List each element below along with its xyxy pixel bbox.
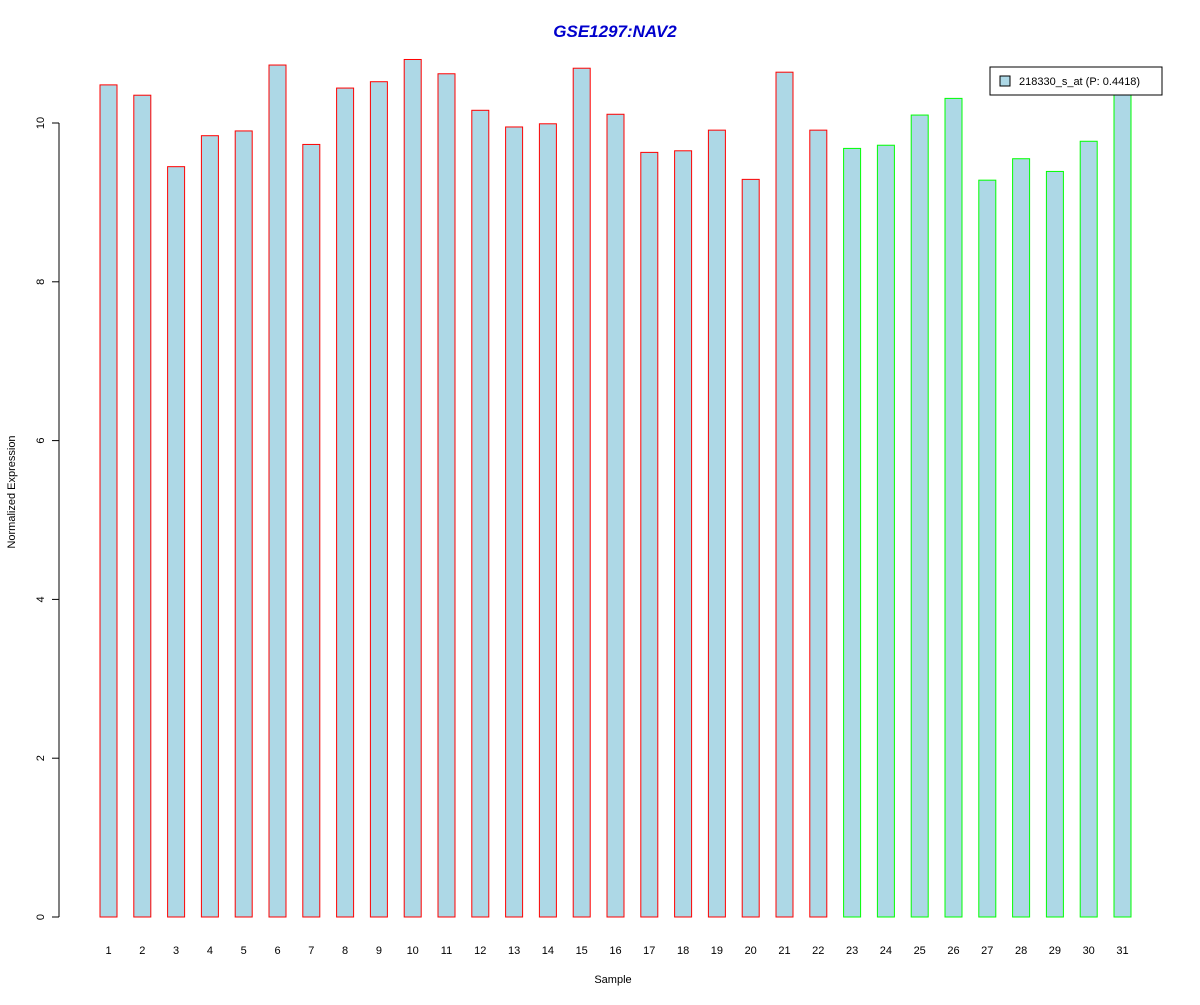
x-tick-label: 13 [508, 945, 520, 957]
x-tick-label: 2 [139, 945, 145, 957]
x-tick-label: 10 [407, 945, 419, 957]
bar-sample-26 [944, 97, 963, 918]
x-tick-label: 24 [880, 945, 892, 957]
x-tick-label: 27 [981, 945, 993, 957]
bar-sample-5 [234, 130, 253, 918]
bar-sample-7 [302, 143, 321, 918]
x-tick-label: 16 [609, 945, 621, 957]
bar-sample-6 [268, 64, 287, 918]
x-tick-label: 12 [474, 945, 486, 957]
x-tick-label: 26 [947, 945, 959, 957]
x-tick-label: 20 [745, 945, 757, 957]
legend-label: 218330_s_at (P: 0.4418) [1019, 76, 1140, 88]
bar-sample-27 [978, 179, 997, 918]
bar-sample-9 [369, 81, 388, 918]
x-tick-label: 23 [846, 945, 858, 957]
x-tick-label: 22 [812, 945, 824, 957]
bar-sample-21 [775, 71, 794, 918]
y-tick-label: 10 [35, 117, 47, 129]
bar-sample-1 [99, 84, 118, 918]
bar-sample-24 [876, 144, 895, 918]
x-tick-label: 4 [207, 945, 213, 957]
legend-swatch [999, 75, 1011, 87]
bar-sample-2 [133, 94, 152, 918]
x-tick-label: 8 [342, 945, 348, 957]
bar-sample-3 [167, 166, 186, 918]
legend-box [989, 66, 1163, 96]
x-tick-label: 29 [1049, 945, 1061, 957]
bar-sample-10 [403, 58, 422, 918]
bar-sample-4 [200, 135, 219, 918]
x-tick-label: 28 [1015, 945, 1027, 957]
x-tick-label: 1 [105, 945, 111, 957]
bar-sample-18 [674, 150, 693, 918]
x-tick-label: 25 [914, 945, 926, 957]
x-tick-label: 18 [677, 945, 689, 957]
bar-sample-15 [572, 67, 591, 918]
y-tick-label: 6 [35, 438, 47, 444]
x-tick-labels: 1 2 3 4 5 6 7 8 9 10 11 12 13 14 15 16 17 18 19 20 21 22 23 24 2… [105, 945, 1128, 957]
y-tick-label: 2 [35, 755, 47, 761]
chart-title: GSE1297:NAV2 [553, 22, 677, 41]
x-tick-label: 3 [173, 945, 179, 957]
bar-sample-16 [606, 113, 625, 918]
bars [99, 58, 1132, 918]
x-tick-label: 6 [274, 945, 280, 957]
x-tick-label: 9 [376, 945, 382, 957]
bar-sample-8 [336, 87, 355, 918]
y-tick-label: 8 [35, 279, 47, 285]
bar-sample-12 [471, 109, 490, 918]
y-axis-title: Normalized Expression [6, 435, 18, 548]
y-tick-label: 4 [35, 596, 47, 602]
bar-sample-29 [1045, 170, 1064, 918]
bar-sample-31 [1113, 90, 1132, 918]
y-tick-label: 0 [35, 914, 47, 920]
bar-sample-22 [809, 129, 828, 918]
bar-sample-30 [1079, 140, 1098, 918]
x-tick-label: 21 [778, 945, 790, 957]
bar-sample-11 [437, 73, 456, 918]
x-tick-label: 30 [1083, 945, 1095, 957]
x-axis-title: Sample [594, 974, 631, 986]
x-tick-label: 7 [308, 945, 314, 957]
bar-sample-28 [1012, 158, 1031, 918]
x-tick-label: 14 [542, 945, 554, 957]
bar-sample-20 [741, 178, 760, 918]
x-tick-label: 15 [576, 945, 588, 957]
x-tick-label: 31 [1116, 945, 1128, 957]
x-tick-label: 5 [241, 945, 247, 957]
bar-sample-14 [538, 123, 557, 918]
y-axis: 0 2 4 6 8 10 [35, 117, 60, 920]
x-tick-label: 17 [643, 945, 655, 957]
bar-sample-25 [910, 114, 929, 918]
x-tick-label: 11 [441, 945, 452, 957]
x-tick-label: 19 [711, 945, 723, 957]
bar-sample-13 [505, 126, 524, 918]
legend: 218330_s_at (P: 0.4418) [989, 66, 1163, 96]
bar-sample-17 [640, 151, 659, 918]
bar-sample-19 [707, 129, 726, 918]
bar-sample-23 [843, 147, 862, 918]
